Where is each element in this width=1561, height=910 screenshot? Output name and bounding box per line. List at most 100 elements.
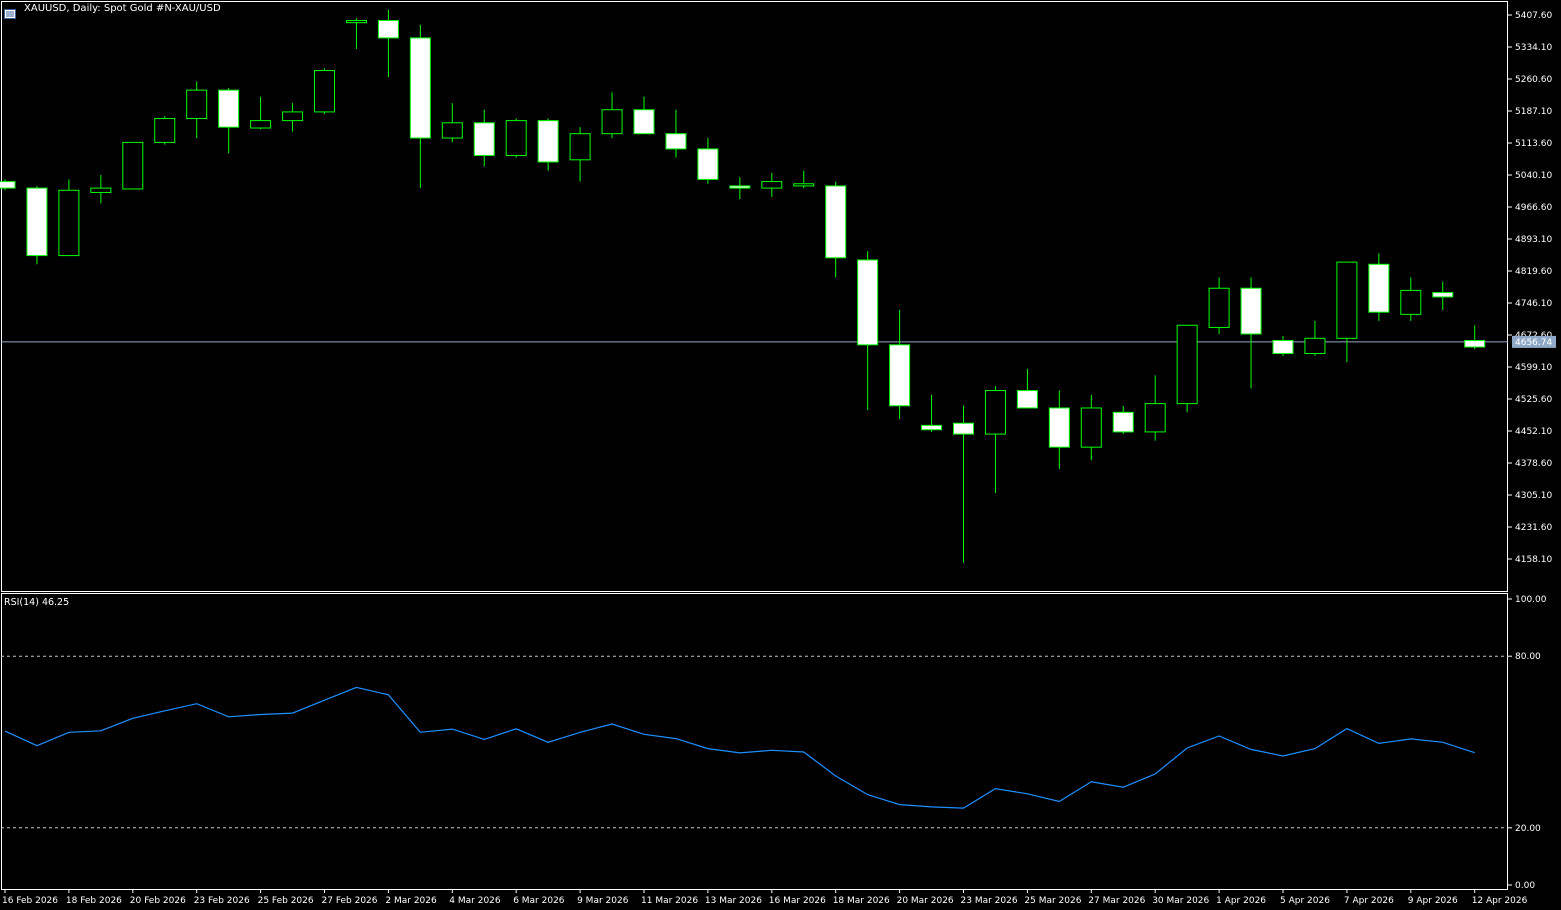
rsi-tick-label: 100.00 (1515, 595, 1547, 605)
candle (537, 118, 559, 171)
candle (729, 177, 751, 199)
rsi-plot-frame (1, 593, 1508, 890)
candle-body (1304, 337, 1326, 355)
time-tick-label: 18 Mar 2026 (833, 896, 890, 906)
candle (1304, 320, 1326, 356)
candle-body (1432, 292, 1454, 298)
candle (409, 24, 431, 189)
candle (26, 185, 48, 265)
time-tick-label: 11 Mar 2026 (641, 896, 698, 906)
candle-body (58, 189, 80, 257)
price-tick-label: 4819.60 (1515, 267, 1552, 277)
candle-body (1176, 324, 1198, 405)
price-tick-label: 4893.10 (1515, 235, 1552, 245)
candle (218, 87, 240, 154)
candle-body (601, 109, 623, 135)
time-tick-label: 18 Feb 2026 (66, 896, 122, 906)
candle-body (953, 422, 974, 435)
candle (761, 172, 783, 197)
candle (345, 18, 367, 49)
chart-window-icon (4, 4, 16, 19)
candle-body (1080, 407, 1102, 448)
candle (825, 181, 847, 278)
chart-title: XAUUSD, Daily: Spot Gold #N-XAU/USD (24, 3, 221, 14)
price-tick-label: 5040.10 (1515, 171, 1552, 181)
main-plot-frame (1, 1, 1508, 592)
candle (1272, 336, 1294, 356)
time-tick-label: 12 Apr 2026 (1472, 896, 1528, 906)
time-tick-label: 16 Mar 2026 (769, 896, 826, 906)
price-tick-label: 4746.10 (1515, 299, 1552, 309)
candle-body (1048, 407, 1070, 448)
candle (697, 138, 719, 184)
price-tick-label: 5187.10 (1515, 107, 1552, 117)
time-tick-label: 30 Mar 2026 (1152, 896, 1209, 906)
candle (58, 179, 80, 257)
candle-body (218, 89, 240, 128)
candle (90, 175, 112, 204)
candle (186, 81, 208, 139)
candle-body (921, 424, 943, 431)
price-tick-label: 5334.10 (1515, 43, 1552, 53)
candle-body (1144, 403, 1166, 433)
candle (282, 103, 304, 132)
candle (1176, 324, 1198, 413)
candle (1080, 394, 1102, 461)
candle-body (441, 122, 463, 139)
candle (441, 103, 463, 143)
price-tick-label: 4966.60 (1515, 203, 1552, 213)
price-tick-label: 5407.60 (1515, 11, 1552, 21)
candle-body (90, 187, 112, 193)
time-tick-label: 1 Apr 2026 (1216, 896, 1266, 906)
price-tick-label: 4231.60 (1515, 523, 1552, 533)
candle-body (569, 133, 591, 161)
candle-body (1112, 411, 1134, 433)
current-price-label: 4656.74 (1515, 338, 1552, 348)
candle (1112, 405, 1134, 435)
candle-body (473, 122, 495, 156)
candle-body (154, 117, 176, 143)
candle-body (537, 120, 559, 163)
candle-body (1336, 261, 1358, 339)
candle-body (1400, 289, 1422, 315)
candle (1240, 277, 1262, 389)
candle-body (409, 37, 431, 139)
candle (0, 179, 16, 191)
candle (569, 127, 591, 182)
time-tick-label: 20 Mar 2026 (897, 896, 954, 906)
time-tick-label: 20 Feb 2026 (130, 896, 186, 906)
candle-body (665, 133, 687, 150)
candle (377, 9, 399, 78)
time-tick-label: 16 Feb 2026 (2, 896, 58, 906)
candle-body (0, 181, 16, 189)
time-tick-label: 9 Apr 2026 (1408, 896, 1458, 906)
rsi-tick-label: 0.00 (1515, 881, 1535, 891)
candle (1336, 261, 1358, 363)
candle (154, 116, 176, 145)
candle (1368, 253, 1390, 321)
candle-body (1272, 339, 1294, 355)
time-tick-label: 23 Feb 2026 (194, 896, 250, 906)
time-tick-label: 5 Apr 2026 (1280, 896, 1330, 906)
candle-body (1208, 287, 1230, 328)
candle-body (250, 120, 272, 129)
candle-body (186, 89, 208, 119)
rsi-tick-label: 20.00 (1515, 824, 1541, 834)
candle (1464, 325, 1486, 350)
time-tick-label: 6 Mar 2026 (513, 896, 565, 906)
candle (665, 109, 687, 158)
candle (314, 68, 335, 115)
price-tick-label: 4305.10 (1515, 491, 1552, 501)
candle-body (1464, 339, 1486, 348)
candle (984, 386, 1006, 493)
candle-body (825, 185, 847, 259)
time-tick-label: 7 Apr 2026 (1344, 896, 1394, 906)
time-tick-label: 27 Mar 2026 (1088, 896, 1145, 906)
rsi-tick-label: 80.00 (1515, 652, 1541, 662)
time-tick-label: 9 Mar 2026 (577, 896, 629, 906)
price-tick-label: 4452.10 (1515, 427, 1552, 437)
candle (601, 92, 623, 139)
candle (921, 394, 943, 432)
time-tick-label: 25 Feb 2026 (258, 896, 314, 906)
